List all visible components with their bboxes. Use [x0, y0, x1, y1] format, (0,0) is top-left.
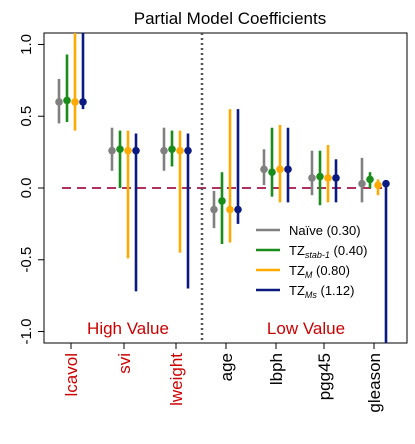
estimate-point-age: [226, 205, 234, 214]
estimate-point-lbph: [276, 165, 284, 174]
estimate-point-lweight: [168, 145, 176, 154]
estimate-point-pgg45: [332, 174, 340, 182]
y-tick-label: 0.5: [18, 106, 35, 127]
x-axis: lcavol svi lweight age lbph pgg45 gleason: [62, 343, 384, 413]
estimate-point-lcavol: [79, 98, 87, 106]
series-tz-m: [71, 33, 382, 259]
x-tick-label-lbph: lbph: [267, 353, 286, 385]
series-layer: [55, 33, 390, 343]
estimate-point-lbph: [284, 165, 292, 174]
x-tick-label-lcavol: lcavol: [62, 353, 81, 396]
legend-entry: Naïve (0.30): [289, 223, 361, 238]
estimate-point-gleason: [358, 179, 366, 188]
x-tick-label-age: age: [217, 353, 236, 381]
estimate-point-gleason: [366, 175, 374, 184]
estimate-point-age: [210, 205, 218, 214]
estimate-point-pgg45: [316, 172, 324, 181]
series-tz-ms: [79, 33, 390, 343]
estimate-point-lbph: [260, 165, 268, 174]
estimate-point-svi: [116, 145, 124, 154]
legend-entry: TZstab-1 (0.40): [289, 243, 367, 260]
estimate-point-lbph: [268, 168, 276, 177]
x-tick-label-lweight: lweight: [167, 353, 186, 406]
estimate-point-pgg45: [324, 174, 332, 182]
low-value-label: Low Value: [267, 319, 345, 338]
legend-entry: TZMs (1.12): [289, 283, 354, 300]
estimate-point-gleason: [382, 179, 390, 188]
estimate-point-lcavol: [55, 98, 63, 106]
legend: Naïve (0.30) TZstab-1 (0.40) TZM (0.80) TZM…: [256, 223, 367, 300]
y-axis: 1.0 0.5 0.0 -0.5 -1.0: [18, 34, 44, 344]
x-tick-label-gleason: gleason: [365, 353, 384, 413]
y-tick-label: -0.5: [18, 247, 35, 273]
estimate-point-gleason: [374, 181, 382, 189]
y-tick-label: 1.0: [18, 34, 35, 55]
estimate-point-lweight: [184, 146, 192, 155]
y-tick-label: 0.0: [18, 178, 35, 199]
estimate-point-lcavol: [71, 98, 79, 106]
estimate-point-svi: [124, 146, 132, 155]
high-value-label: High Value: [87, 319, 169, 338]
legend-entry: TZM (0.80): [289, 263, 350, 280]
estimate-point-age: [218, 197, 226, 205]
x-tick-label-pgg45: pgg45: [315, 353, 334, 400]
estimate-point-age: [234, 205, 242, 214]
estimate-point-lcavol: [63, 96, 71, 105]
series-na-ve: [55, 78, 366, 229]
region-labels: High Value Low Value: [87, 319, 345, 338]
estimate-point-svi: [132, 146, 140, 155]
estimate-point-pgg45: [308, 174, 316, 182]
y-tick-label: -1.0: [18, 319, 35, 345]
series-tz-stab-1: [63, 54, 374, 244]
estimate-point-lweight: [160, 146, 168, 155]
estimate-point-lweight: [176, 146, 184, 155]
x-tick-label-svi: svi: [115, 353, 134, 374]
estimate-point-svi: [108, 146, 116, 155]
chart-title: Partial Model Coefficients: [134, 9, 326, 28]
